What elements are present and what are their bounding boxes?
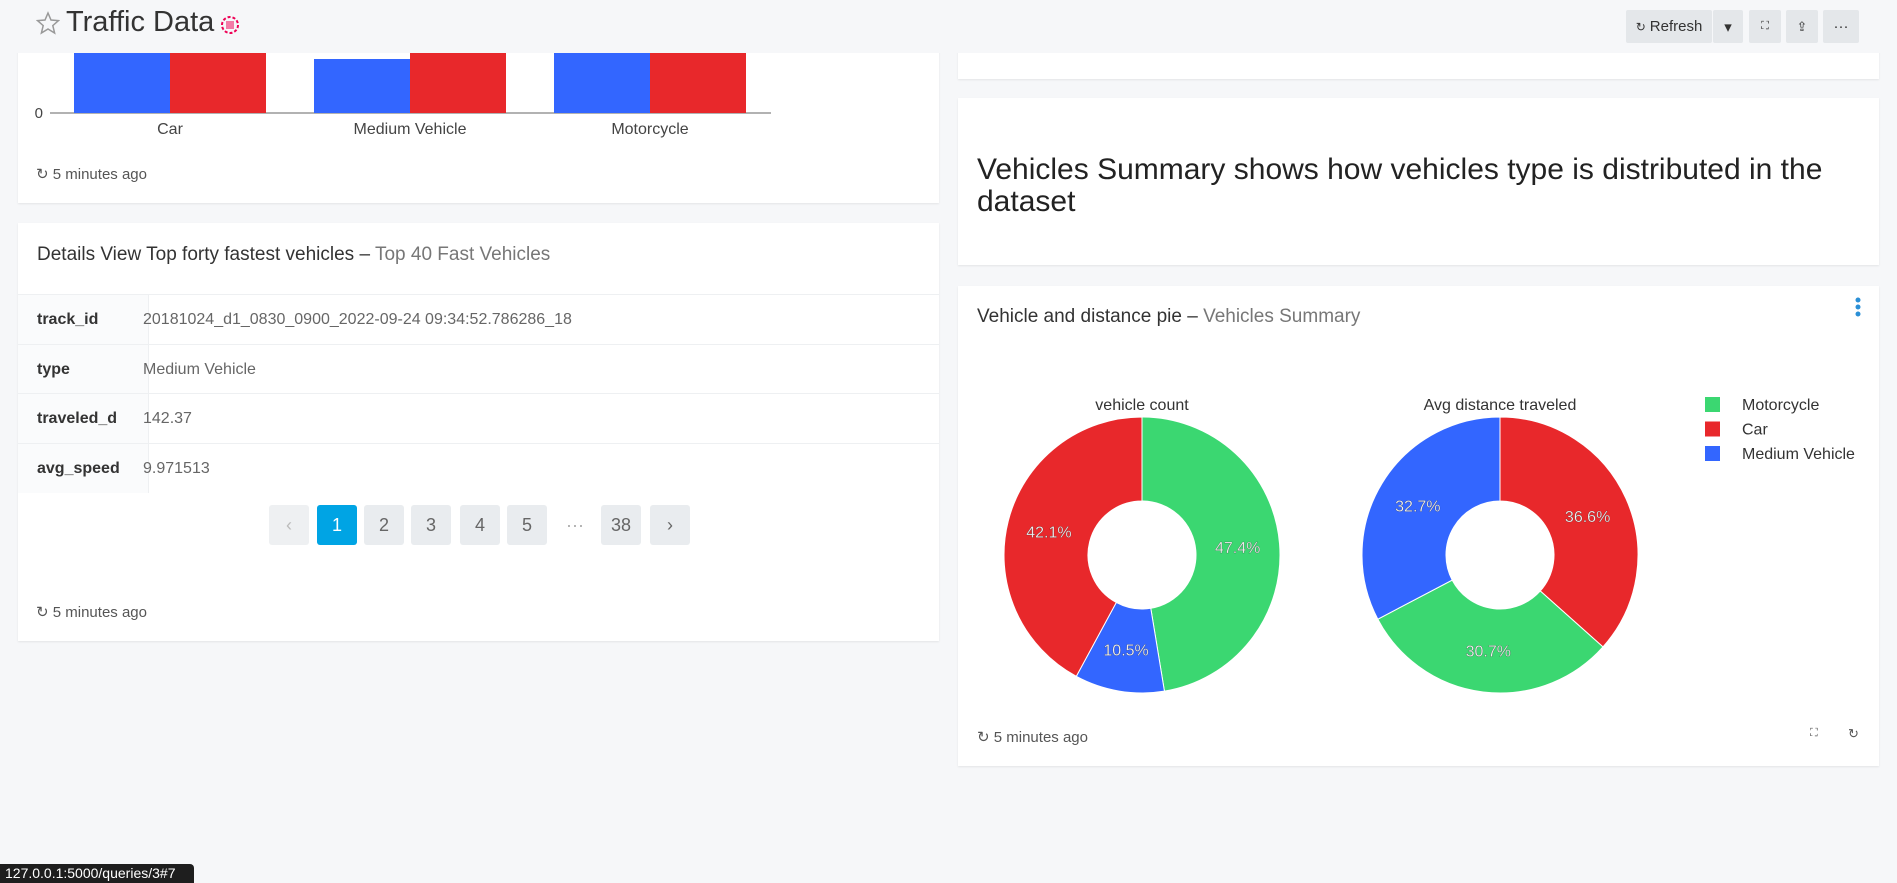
page-button[interactable]: 5: [507, 505, 547, 545]
table-widget: Details View Top forty fastest vehicles …: [18, 223, 939, 641]
refresh-icon[interactable]: ↻: [1848, 726, 1859, 741]
widget-title: Vehicle and distance pie – Vehicles Summ…: [977, 306, 1360, 328]
refresh-dropdown[interactable]: ▾: [1713, 10, 1743, 43]
y-tick-label: 0: [35, 105, 43, 122]
page-button[interactable]: 4: [460, 505, 500, 545]
page-button[interactable]: 1: [317, 505, 357, 545]
updated-time: ↻ 5 minutes ago: [36, 166, 147, 183]
legend-swatch: [1705, 397, 1720, 412]
header: Traffic Data ↻ Refresh ▾ ⛶ ⇪ ···: [0, 0, 1897, 53]
bar-chart: 0 Car Medium Vehicle Motorcycle: [35, 53, 771, 138]
pie-title: Avg distance traveled: [1424, 397, 1577, 414]
pie-slice: [1499, 416, 1639, 648]
pie-widget: Vehicle and distance pie – Vehicles Summ…: [958, 286, 1879, 766]
more-button[interactable]: ···: [1823, 10, 1859, 43]
pie-slice: [1377, 579, 1604, 694]
table-row: traveled_d 142.37: [18, 393, 939, 443]
bar-segment: [170, 53, 266, 113]
next-page: ›: [650, 505, 690, 545]
slice-label: 30.7%: [1466, 643, 1511, 660]
updated-text: 5 minutes ago: [52, 604, 147, 621]
summary-text: Vehicles Summary shows how vehicles type…: [977, 153, 1823, 218]
text-widget: Vehicles Summary shows how vehicles type…: [958, 98, 1879, 265]
separator: –: [359, 244, 371, 265]
slice-label: 47.4%: [1215, 540, 1260, 557]
row-value: Medium Vehicle: [143, 360, 256, 378]
slice-label: 42.1%: [1026, 524, 1071, 541]
bar-segment: [410, 53, 506, 113]
bar-segment: [650, 53, 746, 113]
page-button[interactable]: 2: [364, 505, 404, 545]
fullscreen-button[interactable]: ⛶: [1749, 10, 1781, 43]
updated-text: 5 minutes ago: [993, 729, 1088, 746]
status-url: 127.0.0.1:5000/queries/3#7: [0, 864, 194, 883]
subtitle: Vehicles Summary: [1203, 306, 1361, 327]
favorite-star[interactable]: [36, 11, 60, 35]
row-value: 20181024_d1_0830_0900_2022-09-24 09:34:5…: [143, 311, 572, 328]
x-tick-label: Car: [157, 121, 183, 138]
refresh-button[interactable]: ↻ Refresh: [1626, 10, 1712, 43]
tag-icon: [221, 16, 239, 34]
widget-menu[interactable]: [1853, 296, 1863, 320]
slice-label: 32.7%: [1395, 498, 1440, 515]
row-key: type: [18, 344, 149, 394]
ellipsis: ···: [566, 514, 584, 535]
table-row: avg_speed 9.971513: [18, 442, 939, 493]
row-key: traveled_d: [18, 394, 149, 443]
row-key: avg_speed: [18, 443, 149, 493]
expand-icon[interactable]: ⛶: [1810, 727, 1818, 739]
title-text: Vehicle and distance pie: [977, 306, 1182, 327]
slice-label: 10.5%: [1103, 643, 1148, 660]
updated-time: ↻ 5 minutes ago: [36, 604, 147, 621]
bar-segment: [74, 53, 170, 113]
pie-title: vehicle count: [1095, 397, 1189, 414]
updated-time: ↻ 5 minutes ago: [977, 729, 1088, 746]
pie-slice: [1003, 416, 1143, 678]
subtitle: Top 40 Fast Vehicles: [374, 244, 551, 265]
bar-segment: [554, 53, 650, 113]
share-button[interactable]: ⇪: [1786, 10, 1818, 43]
legend-label: Motorcycle: [1742, 397, 1819, 414]
table-row: track_id 20181024_d1_0830_0900_2022-09-24…: [18, 294, 939, 344]
legend-swatch: [1705, 421, 1720, 437]
bar-segment: [314, 59, 410, 113]
row-value: 9.971513: [143, 459, 210, 477]
refresh-label: Refresh: [1649, 18, 1703, 35]
x-tick-label: Medium Vehicle: [354, 121, 467, 138]
row-value: 142.37: [143, 410, 192, 427]
table-row: type Medium Vehicle: [18, 343, 939, 394]
page-button[interactable]: 38: [601, 505, 641, 545]
pie-slice: [1141, 416, 1281, 692]
legend-label: Car: [1742, 422, 1768, 439]
widget-title: Details View Top forty fastest vehicles …: [37, 244, 550, 266]
pie-charts: vehicle count 47.4% 10.5% 42.1% Avg distance…: [1003, 397, 1855, 694]
legend-swatch: [1705, 446, 1720, 461]
title-text: Details View Top forty fastest vehicles: [37, 244, 355, 265]
separator: –: [1187, 306, 1198, 327]
page-button[interactable]: 3: [411, 505, 451, 545]
dashboard-title: Traffic Data: [66, 6, 215, 38]
x-tick-label: Motorcycle: [611, 121, 688, 138]
pie-slice: [1361, 416, 1501, 620]
prev-page: ‹: [269, 505, 309, 545]
legend-label: Medium Vehicle: [1742, 446, 1855, 463]
slice-label: 36.6%: [1565, 509, 1610, 526]
updated-text: 5 minutes ago: [52, 166, 147, 183]
row-key: track_id: [18, 295, 149, 344]
